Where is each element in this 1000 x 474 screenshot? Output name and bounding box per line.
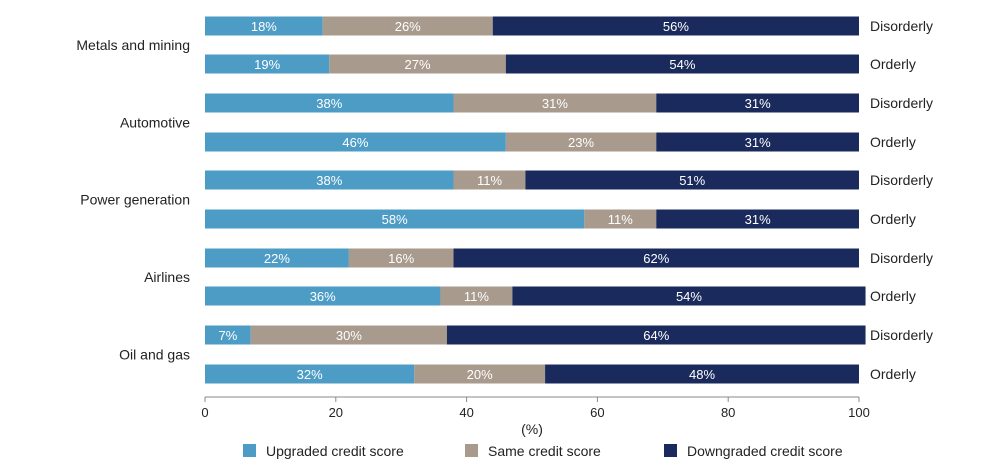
data-label: 48% bbox=[689, 367, 715, 382]
x-tick-label: 80 bbox=[721, 405, 735, 420]
bar-segment bbox=[453, 248, 859, 268]
category-labels: Metals and mining Automotive Power generat… bbox=[76, 37, 190, 363]
data-label: 32% bbox=[297, 367, 323, 382]
bar-segment bbox=[205, 54, 330, 74]
bar-segment bbox=[453, 170, 526, 190]
data-label: 26% bbox=[395, 19, 421, 34]
bar-segment bbox=[440, 286, 513, 306]
bar-segment bbox=[512, 286, 866, 306]
bar-segment bbox=[505, 54, 859, 74]
legend-label: Downgraded credit score bbox=[687, 443, 843, 459]
data-label: 36% bbox=[310, 289, 336, 304]
data-label: 58% bbox=[382, 212, 408, 227]
scenario-label: Disorderly bbox=[870, 18, 933, 34]
legend-label: Same credit score bbox=[488, 443, 601, 459]
bar-segment bbox=[250, 325, 447, 345]
data-label: 31% bbox=[745, 212, 771, 227]
bar-segment bbox=[205, 16, 323, 36]
bar-segment bbox=[322, 16, 493, 36]
bars-group: 18% 26% 56% 19% 27% 54% 38% 31% 31% 46% 23% 31% 38% 1… bbox=[205, 16, 866, 384]
data-label: 51% bbox=[679, 173, 705, 188]
x-axis: 0 20 40 60 80 100 bbox=[201, 396, 870, 420]
bar-segment bbox=[492, 16, 859, 36]
bar-segment bbox=[584, 209, 657, 229]
data-label: 16% bbox=[388, 251, 414, 266]
bar-segment bbox=[205, 170, 454, 190]
x-tick-label: 0 bbox=[201, 405, 208, 420]
data-label: 30% bbox=[336, 328, 362, 343]
bar-segment bbox=[205, 325, 251, 345]
category-label: Airlines bbox=[144, 269, 190, 285]
bar-segment bbox=[205, 132, 506, 152]
bar-segment bbox=[656, 209, 859, 229]
bar-segment bbox=[329, 54, 506, 74]
scenario-label: Orderly bbox=[870, 56, 916, 72]
scenario-label: Disorderly bbox=[870, 327, 933, 343]
x-tick-label: 60 bbox=[590, 405, 604, 420]
data-label: 64% bbox=[643, 328, 669, 343]
data-label: 46% bbox=[342, 135, 368, 150]
category-label: Power generation bbox=[80, 192, 190, 208]
bar-segment bbox=[205, 364, 415, 384]
legend-label: Upgraded credit score bbox=[266, 443, 404, 459]
data-label: 54% bbox=[676, 289, 702, 304]
data-label: 38% bbox=[316, 96, 342, 111]
data-label: 11% bbox=[464, 289, 489, 304]
x-axis-label: (%) bbox=[521, 421, 543, 437]
data-label: 23% bbox=[568, 135, 594, 150]
bar-segment bbox=[446, 325, 866, 345]
legend-swatch bbox=[243, 444, 256, 457]
x-tick-label: 20 bbox=[329, 405, 343, 420]
scenario-label: Orderly bbox=[870, 288, 916, 304]
bar-segment bbox=[656, 132, 859, 152]
data-label: 31% bbox=[542, 96, 568, 111]
bar-segment bbox=[414, 364, 546, 384]
data-label: 62% bbox=[643, 251, 669, 266]
x-tick-label: 40 bbox=[459, 405, 473, 420]
legend: Upgraded credit score Same credit score Do… bbox=[243, 443, 843, 459]
data-label: 56% bbox=[663, 19, 689, 34]
scenario-label: Disorderly bbox=[870, 95, 933, 111]
bar-segment bbox=[453, 93, 657, 113]
data-label: 11% bbox=[608, 212, 633, 227]
data-label: 7% bbox=[218, 328, 237, 343]
category-label: Oil and gas bbox=[119, 347, 190, 363]
data-label: 54% bbox=[669, 57, 695, 72]
data-label: 19% bbox=[254, 57, 280, 72]
data-label: 22% bbox=[264, 251, 290, 266]
data-label: 20% bbox=[467, 367, 493, 382]
bar-segment bbox=[656, 93, 859, 113]
bar-segment bbox=[205, 93, 454, 113]
bar-segment bbox=[505, 132, 657, 152]
bar-segment bbox=[545, 364, 859, 384]
scenario-label: Disorderly bbox=[870, 172, 933, 188]
data-label: 31% bbox=[745, 96, 771, 111]
legend-swatch bbox=[664, 444, 677, 457]
bar-segment bbox=[205, 286, 441, 306]
data-label: 38% bbox=[316, 173, 342, 188]
scenario-labels: Disorderly Orderly Disorderly Orderly Disord… bbox=[870, 18, 933, 382]
legend-swatch bbox=[465, 444, 478, 457]
data-label: 27% bbox=[405, 57, 431, 72]
bar-segment bbox=[525, 170, 859, 190]
bar-segment bbox=[205, 248, 349, 268]
scenario-label: Orderly bbox=[870, 366, 916, 382]
data-label: 18% bbox=[251, 19, 277, 34]
data-label: 11% bbox=[477, 173, 502, 188]
scenario-label: Orderly bbox=[870, 134, 916, 150]
bar-segment bbox=[348, 248, 454, 268]
bar-segment bbox=[205, 209, 585, 229]
scenario-label: Orderly bbox=[870, 211, 916, 227]
x-tick-label: 100 bbox=[848, 405, 870, 420]
scenario-label: Disorderly bbox=[870, 250, 933, 266]
category-label: Automotive bbox=[120, 115, 190, 131]
category-label: Metals and mining bbox=[76, 37, 190, 53]
data-label: 31% bbox=[745, 135, 771, 150]
